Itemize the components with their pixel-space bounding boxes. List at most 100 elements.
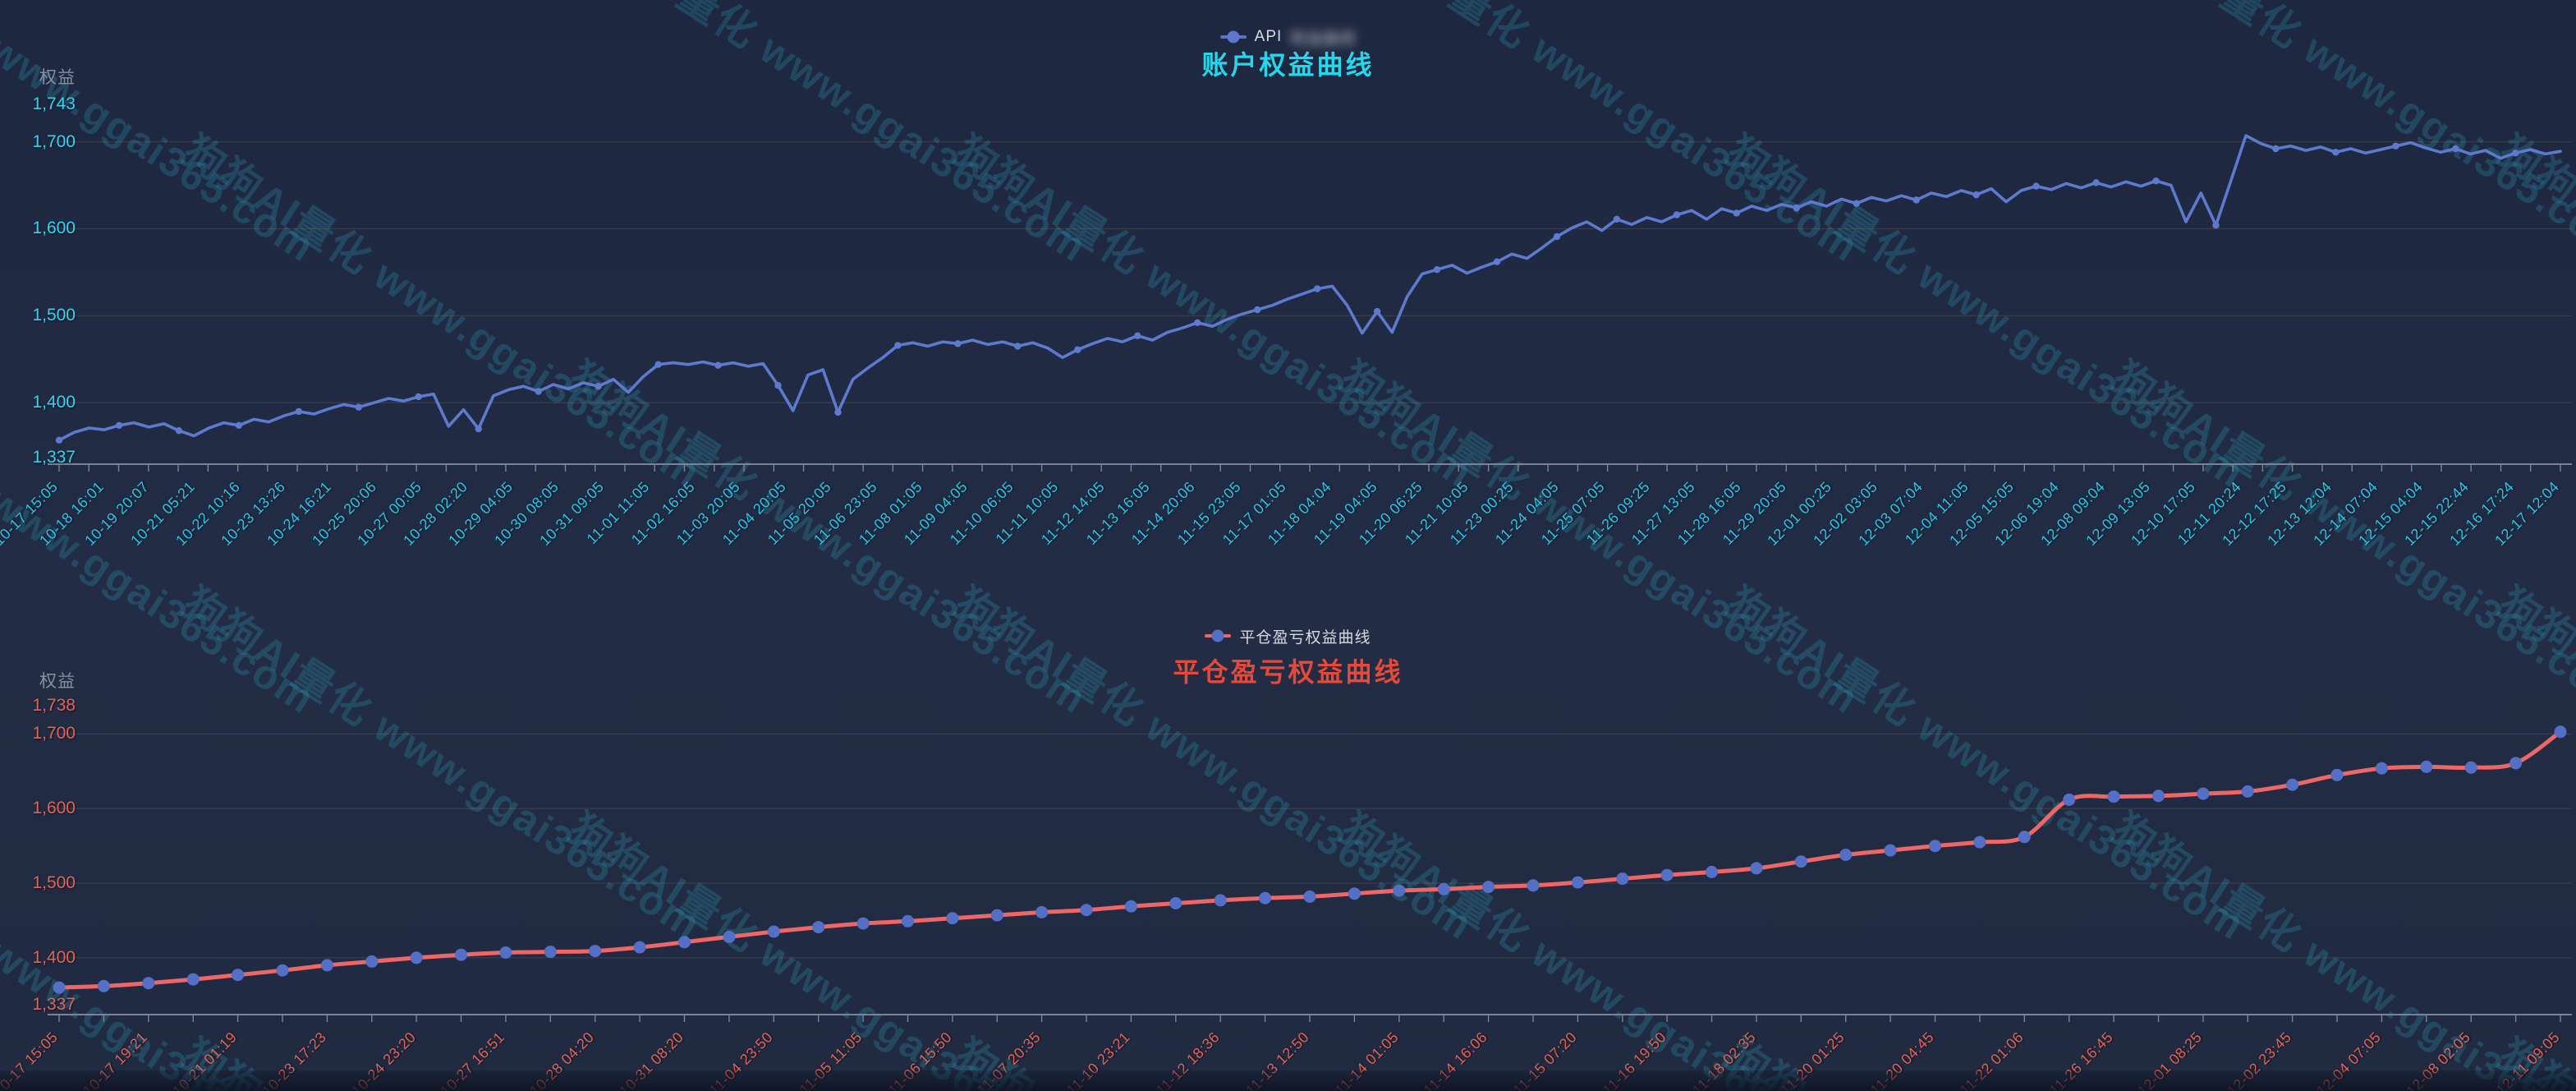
data-point-marker[interactable] [355,403,362,411]
data-point-marker[interactable] [1750,862,1763,875]
data-point-marker[interactable] [834,408,842,417]
data-point-marker[interactable] [1074,346,1081,353]
closed-pnl-line[interactable] [57,730,2563,990]
data-point-marker[interactable] [1733,209,1740,217]
data-point-marker[interactable] [1254,306,1261,314]
data-point-marker[interactable] [633,941,646,954]
data-point-marker[interactable] [1673,211,1681,219]
data-point-marker[interactable] [1660,868,1674,882]
data-point-marker[interactable] [1393,884,1406,897]
data-point-marker[interactable] [2152,789,2165,803]
data-point-marker[interactable] [544,946,557,959]
data-point-marker[interactable] [2286,778,2299,791]
data-point-marker[interactable] [1014,343,1022,350]
data-point-marker[interactable] [475,425,482,433]
data-point-marker[interactable] [774,381,782,389]
data-point-marker[interactable] [1527,879,1540,892]
data-point-marker[interactable] [410,951,423,964]
data-point-marker[interactable] [678,936,691,949]
legend-account[interactable]: API 权益曲线 [0,26,2576,48]
data-point-marker[interactable] [990,909,1003,922]
data-point-marker[interactable] [2212,222,2220,229]
data-point-marker[interactable] [1794,855,1807,868]
data-point-marker[interactable] [499,946,512,959]
data-point-marker[interactable] [1214,894,1227,907]
data-point-marker[interactable] [320,959,333,972]
data-point-marker[interactable] [1553,232,1561,241]
data-point-marker[interactable] [1912,196,1920,204]
data-point-marker[interactable] [142,977,155,990]
data-point-marker[interactable] [1433,266,1441,274]
data-point-marker[interactable] [2392,142,2399,150]
data-point-marker[interactable] [1169,897,1182,909]
data-point-marker[interactable] [186,973,200,986]
data-point-marker[interactable] [1616,872,1629,886]
data-point-marker[interactable] [365,955,379,968]
data-point-marker[interactable] [2152,177,2160,185]
data-point-marker[interactable] [175,427,183,435]
data-point-marker[interactable] [53,981,66,994]
data-point-marker[interactable] [97,979,110,992]
data-point-marker[interactable] [2330,768,2344,781]
data-point-marker[interactable] [1313,285,1321,292]
data-point-marker[interactable] [2032,182,2040,190]
account-equity-line[interactable] [57,134,2562,442]
data-point-marker[interactable] [946,912,959,925]
data-point-marker[interactable] [115,421,123,429]
data-point-marker[interactable] [2464,761,2477,774]
data-point-marker[interactable] [1706,865,1718,878]
data-point-marker[interactable] [1929,840,1941,853]
data-point-marker[interactable] [1571,876,1584,889]
data-point-marker[interactable] [2554,725,2567,739]
data-point-marker[interactable] [767,925,780,938]
data-point-marker[interactable] [276,964,289,977]
data-point-marker[interactable] [1194,319,1201,326]
data-point-marker[interactable] [812,921,825,934]
data-point-marker[interactable] [232,969,245,982]
data-point-marker[interactable] [1972,191,1980,199]
data-point-marker[interactable] [856,917,870,930]
data-point-marker[interactable] [2509,757,2523,770]
data-point-marker[interactable] [589,945,602,958]
data-point-marker[interactable] [1973,836,1986,849]
data-point-marker[interactable] [2107,790,2120,803]
data-point-marker[interactable] [1259,891,1272,905]
data-point-marker[interactable] [1884,844,1897,857]
data-point-marker[interactable] [2332,149,2340,156]
data-point-marker[interactable] [1348,887,1361,900]
data-point-marker[interactable] [2375,762,2388,775]
data-point-marker[interactable] [1613,215,1621,223]
data-point-marker[interactable] [455,948,467,961]
data-point-marker[interactable] [723,930,736,943]
data-point-marker[interactable] [1793,204,1800,212]
data-point-marker[interactable] [55,436,63,444]
data-point-marker[interactable] [1482,881,1495,894]
data-point-marker[interactable] [2092,179,2100,186]
data-point-marker[interactable] [2272,145,2280,153]
data-point-marker[interactable] [2018,831,2031,844]
data-point-marker[interactable] [1493,258,1501,265]
data-point-marker[interactable] [295,407,302,416]
data-point-marker[interactable] [2241,785,2254,798]
data-point-marker[interactable] [2420,760,2433,773]
data-point-marker[interactable] [2063,793,2076,806]
data-point-marker[interactable] [894,342,902,349]
data-point-marker[interactable] [714,361,722,369]
data-point-marker[interactable] [415,393,422,401]
data-point-marker[interactable] [1437,882,1450,895]
data-point-marker[interactable] [2452,145,2459,153]
legend-pnl[interactable]: 平仓盈亏权益曲线 [0,625,2576,647]
data-point-marker[interactable] [2512,150,2519,157]
data-point-marker[interactable] [654,361,662,368]
data-point-marker[interactable] [1373,307,1381,315]
data-point-marker[interactable] [595,383,602,390]
data-point-marker[interactable] [902,914,914,928]
data-point-marker[interactable] [1839,849,1853,861]
data-point-marker[interactable] [1124,900,1137,913]
data-point-marker[interactable] [1303,890,1316,903]
data-point-marker[interactable] [1134,332,1141,339]
data-point-marker[interactable] [535,388,542,395]
data-point-marker[interactable] [954,340,962,348]
data-point-marker[interactable] [1080,904,1093,917]
data-point-marker[interactable] [1853,200,1860,207]
